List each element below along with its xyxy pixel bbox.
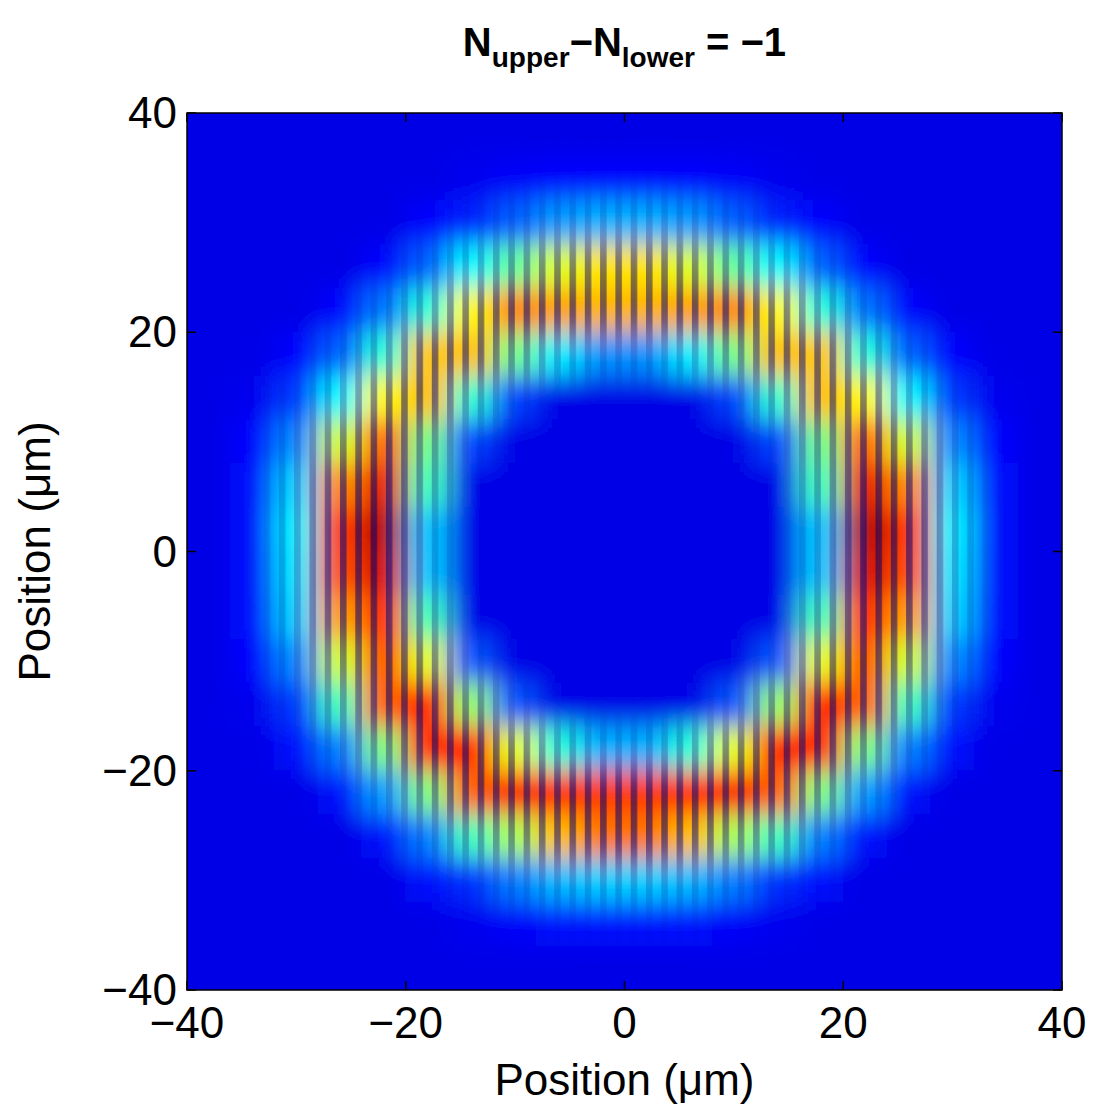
- title-part: upper: [492, 42, 570, 73]
- x-tick: [186, 113, 188, 122]
- x-tick: [1061, 113, 1063, 122]
- x-tick: [186, 981, 188, 990]
- x-tick-label: −20: [368, 998, 443, 1047]
- title-part: −N: [570, 20, 622, 64]
- y-axis-title: Position (μm): [10, 421, 59, 681]
- x-tick: [405, 113, 407, 122]
- x-tick: [624, 113, 626, 122]
- x-axis-title: Position (μm): [494, 1055, 754, 1104]
- title: Nupper−Nlower = −1: [463, 20, 786, 73]
- x-tick-label: 20: [819, 998, 868, 1047]
- y-tick: [187, 112, 196, 114]
- y-tick: [1053, 551, 1062, 553]
- y-tick-label: −20: [102, 746, 177, 795]
- y-tick-label: 0: [153, 527, 177, 576]
- heatmap-cells: [187, 113, 1062, 990]
- plot-area: [187, 113, 1062, 990]
- x-tick: [843, 113, 845, 122]
- x-tick: [624, 981, 626, 990]
- axes: −40−2002040−40−2002040: [102, 88, 1086, 1047]
- title-part: = −1: [695, 20, 786, 64]
- y-tick: [1053, 770, 1062, 772]
- chart: −40−2002040−40−2002040Position (μm)Posit…: [0, 0, 1096, 1113]
- title-part: N: [463, 20, 492, 64]
- plot-frame: [187, 113, 1062, 990]
- y-tick: [1053, 112, 1062, 114]
- x-tick: [1061, 981, 1063, 990]
- y-tick: [187, 989, 196, 991]
- title-part: lower: [622, 42, 695, 73]
- plot-background: [187, 113, 1062, 990]
- y-tick: [187, 551, 196, 553]
- y-tick: [187, 332, 196, 334]
- y-tick-label: −40: [102, 965, 177, 1014]
- y-tick: [1053, 989, 1062, 991]
- x-tick-label: 40: [1038, 998, 1087, 1047]
- x-tick: [843, 981, 845, 990]
- x-tick-label: 0: [612, 998, 636, 1047]
- y-tick-label: 40: [128, 88, 177, 137]
- x-tick: [405, 981, 407, 990]
- fringe-texture: [187, 113, 1062, 990]
- y-tick: [1053, 332, 1062, 334]
- y-tick: [187, 770, 196, 772]
- y-tick-label: 20: [128, 307, 177, 356]
